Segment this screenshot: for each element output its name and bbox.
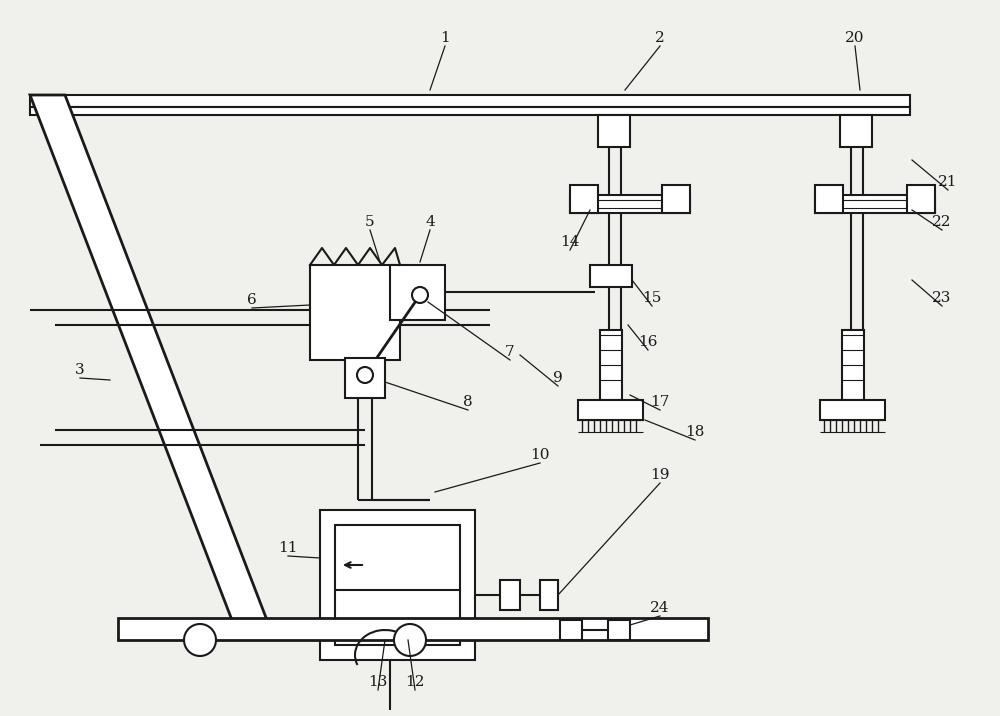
Text: 6: 6 — [247, 293, 257, 307]
Bar — [345, 358, 385, 398]
Text: 4: 4 — [425, 215, 435, 229]
Circle shape — [394, 624, 426, 656]
Bar — [820, 200, 930, 208]
Bar — [310, 265, 400, 360]
Text: 14: 14 — [560, 235, 580, 249]
Circle shape — [357, 367, 373, 383]
Bar — [320, 510, 475, 660]
Bar — [30, 95, 910, 107]
Text: 12: 12 — [405, 675, 425, 689]
Text: 9: 9 — [553, 371, 563, 385]
Bar — [842, 330, 864, 400]
Text: 2: 2 — [655, 31, 665, 45]
Bar — [118, 618, 708, 640]
Text: 3: 3 — [75, 363, 85, 377]
Bar — [575, 200, 685, 208]
Bar — [815, 195, 935, 213]
Text: 21: 21 — [938, 175, 958, 189]
Text: 5: 5 — [365, 215, 375, 229]
Text: 15: 15 — [642, 291, 662, 305]
Text: 16: 16 — [638, 335, 658, 349]
Bar — [662, 185, 690, 213]
Text: 18: 18 — [685, 425, 705, 439]
Bar — [390, 265, 445, 320]
Bar — [600, 330, 622, 400]
Bar — [578, 400, 643, 420]
Bar — [590, 265, 632, 287]
Bar — [560, 620, 582, 640]
Text: 11: 11 — [278, 541, 298, 555]
Text: 10: 10 — [530, 448, 550, 462]
Polygon shape — [30, 95, 270, 628]
Bar — [335, 525, 460, 645]
Text: 24: 24 — [650, 601, 670, 615]
Bar — [30, 107, 910, 115]
Text: 1: 1 — [440, 31, 450, 45]
Bar — [570, 185, 598, 213]
Circle shape — [184, 624, 216, 656]
Text: 7: 7 — [505, 345, 515, 359]
Text: 19: 19 — [650, 468, 670, 482]
Text: 23: 23 — [932, 291, 952, 305]
Bar — [540, 580, 558, 610]
Bar — [608, 620, 630, 640]
Bar — [815, 185, 843, 213]
Bar — [570, 195, 690, 213]
Bar — [907, 185, 935, 213]
Text: 22: 22 — [932, 215, 952, 229]
Text: 20: 20 — [845, 31, 865, 45]
Text: 17: 17 — [650, 395, 670, 409]
Bar — [500, 580, 520, 610]
Bar — [598, 115, 630, 147]
Circle shape — [412, 287, 428, 303]
Bar — [840, 115, 872, 147]
Text: 13: 13 — [368, 675, 388, 689]
Text: 8: 8 — [463, 395, 473, 409]
Bar — [820, 400, 885, 420]
